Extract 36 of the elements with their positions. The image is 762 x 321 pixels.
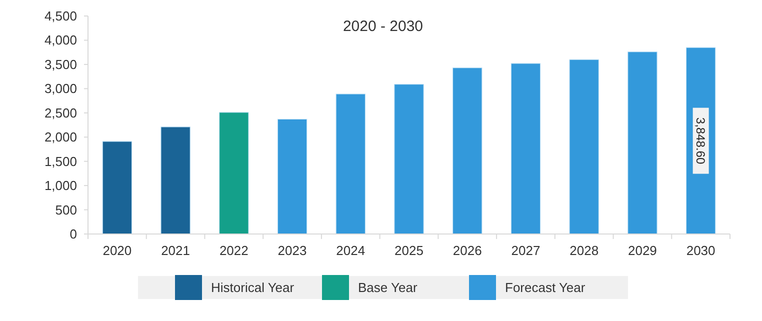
x-tick-label: 2028 bbox=[570, 243, 599, 258]
data-label: 3,848.60 bbox=[693, 117, 708, 164]
bar bbox=[277, 118, 308, 234]
x-tick-label: 2024 bbox=[336, 243, 366, 258]
bar bbox=[510, 63, 541, 234]
y-tick-label: 500 bbox=[55, 202, 77, 218]
bar bbox=[219, 112, 249, 234]
x-tick-label: 2025 bbox=[394, 243, 424, 258]
chart-title: 2020 - 2030 bbox=[342, 18, 424, 35]
y-tick-label: 1,500 bbox=[44, 154, 77, 169]
x-tick-label: 2026 bbox=[452, 243, 482, 258]
x-tick-label: 2029 bbox=[628, 243, 657, 258]
y-tick-label: 1,000 bbox=[44, 178, 77, 194]
legend-label: Base Year bbox=[358, 280, 418, 295]
bar bbox=[394, 84, 424, 234]
x-tick-label: 2021 bbox=[161, 243, 190, 258]
y-tick-label: 3,000 bbox=[44, 81, 77, 96]
bar bbox=[336, 94, 366, 234]
legend-label: Forecast Year bbox=[505, 280, 586, 295]
y-tick-label: 3,500 bbox=[44, 56, 77, 72]
y-tick-label: 2,000 bbox=[44, 130, 77, 145]
x-tick-label: 2030 bbox=[686, 243, 716, 258]
bar bbox=[628, 52, 658, 234]
x-tick-label: 2022 bbox=[219, 243, 248, 258]
y-tick-label: 4,500 bbox=[44, 8, 77, 24]
x-tick-label: 2020 bbox=[102, 243, 132, 258]
legend-label: Historical Year bbox=[211, 280, 295, 295]
bar bbox=[569, 59, 599, 234]
y-tick-label: 2,500 bbox=[44, 105, 77, 120]
x-tick-label: 2023 bbox=[278, 243, 307, 258]
bar bbox=[102, 141, 132, 234]
bar bbox=[160, 126, 190, 234]
y-tick-label: 4,000 bbox=[44, 32, 77, 48]
bar bbox=[452, 68, 482, 234]
x-tick-label: 2027 bbox=[511, 243, 540, 258]
y-tick-label: 0 bbox=[70, 226, 77, 242]
